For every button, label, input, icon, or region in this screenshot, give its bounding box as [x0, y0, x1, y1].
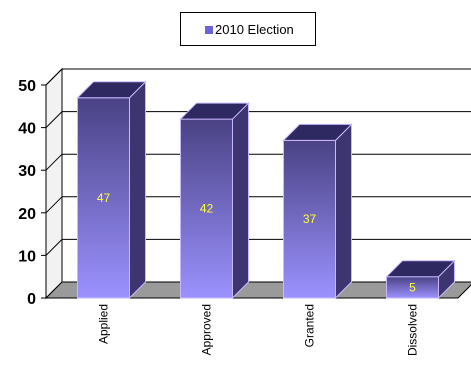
bar-top [385, 260, 456, 278]
data-label: 37 [303, 212, 317, 226]
legend-label: 2010 Election [215, 22, 294, 37]
plot-side-wall [45, 67, 63, 300]
gridline-side [45, 153, 63, 171]
x-tick-label: Applied [97, 304, 111, 344]
x-tick-label: Dissolved [406, 304, 420, 356]
gridline-side [45, 68, 63, 86]
data-label: 42 [200, 202, 214, 216]
y-tick-label: 40 [18, 121, 36, 138]
y-tick-label: 50 [18, 78, 36, 95]
x-tick-label: Granted [303, 304, 317, 347]
gridline-side [45, 239, 63, 256]
bar-top [282, 123, 353, 141]
legend-swatch [205, 26, 213, 34]
bar-top [76, 81, 147, 99]
gridline-side [45, 196, 63, 214]
y-tick-label: 0 [27, 291, 36, 308]
data-label: 47 [97, 191, 111, 205]
gridline-side [45, 111, 63, 128]
bar-side [232, 101, 249, 300]
bar-side [129, 80, 146, 300]
bar-top [179, 102, 250, 120]
y-tick-label: 30 [18, 163, 36, 180]
bar [180, 118, 233, 299]
bar-side [335, 123, 352, 300]
data-label: 5 [409, 280, 416, 294]
legend: 2010 Election [180, 12, 316, 46]
y-tick-label: 10 [18, 248, 36, 265]
bar [283, 139, 336, 299]
x-tick-label: Approved [200, 304, 214, 355]
y-tick-label: 20 [18, 206, 36, 223]
